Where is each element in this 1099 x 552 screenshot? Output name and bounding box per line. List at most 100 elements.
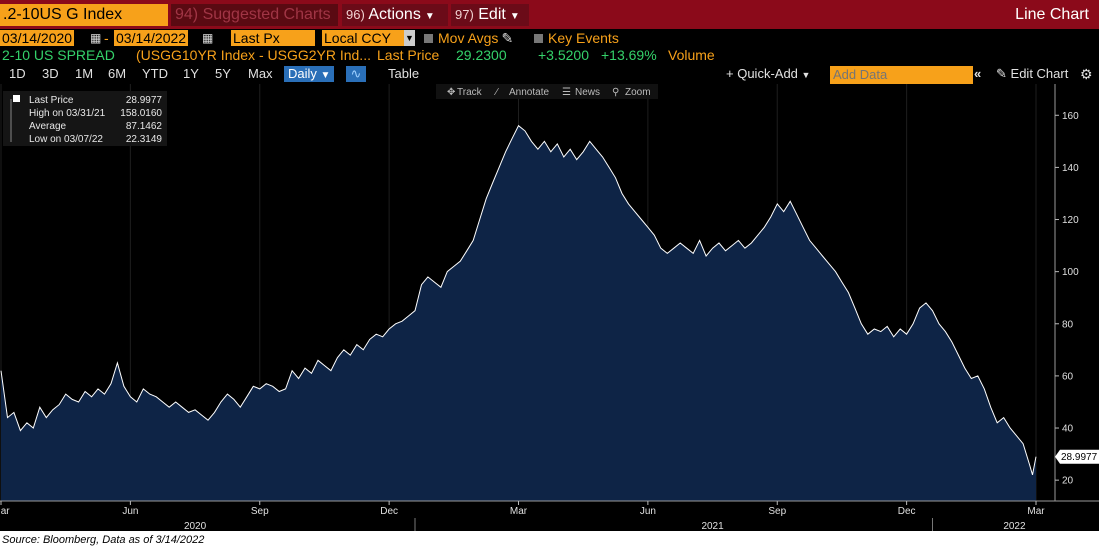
tool-annotate[interactable]: Annotate bbox=[509, 87, 549, 98]
security-description: (USGG10YR Index - USGG2YR Ind... bbox=[136, 47, 371, 63]
bloomberg-terminal-window: .2-10US G Index 94) Suggested Charts 96)… bbox=[0, 0, 1099, 531]
y-tick-label: 80 bbox=[1062, 319, 1074, 330]
zoom-icon[interactable]: ⚲ bbox=[612, 87, 619, 98]
edit-chart-button[interactable]: ✎ Edit Chart bbox=[996, 66, 1068, 82]
date-separator: - bbox=[104, 30, 109, 46]
key-events-label: Key Events bbox=[548, 30, 619, 46]
caret-down-icon: ▼ bbox=[509, 11, 520, 22]
suggested-charts-label: Suggested Charts bbox=[202, 6, 331, 23]
frequency-select[interactable]: Daily ▼ bbox=[284, 66, 335, 82]
last-value-text: 28.9977 bbox=[1061, 452, 1098, 463]
collapse-icon[interactable]: « bbox=[974, 66, 982, 81]
source-note: Source: Bloomberg, Data as of 3/14/2022 bbox=[2, 534, 205, 546]
legend-label: Low on 03/07/22 bbox=[29, 134, 103, 145]
ticker-field[interactable]: .2-10US G Index bbox=[0, 4, 168, 26]
quick-add-button[interactable]: + Quick-Add ▼ bbox=[726, 66, 810, 82]
y-axis: 20 40 60 80 100 120 140 160 bbox=[1055, 111, 1079, 487]
edit-chart-label: Edit Chart bbox=[1010, 66, 1069, 81]
x-year-label: 2020 bbox=[184, 521, 207, 531]
gear-icon[interactable]: ⚙ bbox=[1080, 66, 1093, 82]
calendar-icon[interactable]: ▦ bbox=[90, 31, 102, 45]
last-price-value: 29.2300 bbox=[456, 47, 507, 63]
y-tick-label: 40 bbox=[1062, 424, 1074, 435]
line-chart-icon[interactable]: ∿ bbox=[346, 66, 366, 82]
chevron-down-icon[interactable]: ▼ bbox=[404, 30, 415, 46]
checkbox-icon bbox=[534, 34, 543, 43]
suggested-charts-button[interactable]: 94) Suggested Charts bbox=[171, 4, 338, 26]
caret-down-icon: ▼ bbox=[320, 70, 331, 81]
actions-menu-button[interactable]: 96) Actions ▼ bbox=[342, 4, 448, 26]
period-button-1m[interactable]: 1M bbox=[75, 66, 94, 81]
table-button[interactable]: Table bbox=[388, 66, 420, 81]
legend-value: 87.1462 bbox=[126, 121, 163, 132]
caret-down-icon: ▼ bbox=[424, 11, 435, 22]
period-button-6m[interactable]: 6M bbox=[108, 66, 127, 81]
legend-swatch bbox=[13, 95, 20, 102]
last-value-tag: 28.9977 bbox=[1055, 449, 1099, 464]
currency-select[interactable]: Local CCY bbox=[322, 30, 406, 46]
pencil-icon: ✎ bbox=[996, 66, 1007, 81]
chart-type-title: Line Chart bbox=[1015, 6, 1089, 23]
line-chart[interactable]: 20 40 60 80 100 120 140 160 Mar Jun Sep Dec Mar Jun S… bbox=[0, 84, 1099, 531]
y-tick-label: 120 bbox=[1062, 215, 1079, 226]
annotate-icon[interactable]: ∕ bbox=[493, 87, 499, 98]
edit-num: 97) bbox=[455, 7, 474, 22]
news-icon[interactable]: ☰ bbox=[562, 87, 571, 98]
field-select[interactable]: Last Px bbox=[231, 30, 315, 46]
actions-label: Actions bbox=[368, 6, 421, 23]
x-tick-label: Sep bbox=[251, 506, 269, 517]
mov-avgs-label: Mov Avgs bbox=[438, 30, 499, 46]
x-tick-label: Mar bbox=[510, 506, 528, 517]
legend-label: Average bbox=[29, 121, 67, 132]
y-tick-label: 160 bbox=[1062, 111, 1079, 122]
x-tick-label: Jun bbox=[640, 506, 656, 517]
x-tick-label: Sep bbox=[768, 506, 786, 517]
controls-bar: 03/14/2020 ▦ - 03/14/2022 ▦ Last Px Loca… bbox=[0, 29, 1099, 47]
x-year-label: 2021 bbox=[701, 521, 724, 531]
series-line bbox=[0, 124, 1037, 476]
y-tick-label: 140 bbox=[1062, 163, 1079, 174]
mov-avgs-toggle[interactable]: Mov Avgs ✎ bbox=[424, 30, 513, 46]
checkbox-icon bbox=[424, 34, 433, 43]
key-events-toggle[interactable]: Key Events bbox=[534, 30, 619, 46]
x-tick-label: Mar bbox=[0, 506, 10, 517]
x-tick-label: Jun bbox=[122, 506, 138, 517]
x-axis: Mar Jun Sep Dec Mar Jun Sep Dec Mar 2020 2021 2022 bbox=[0, 501, 1045, 531]
tool-zoom[interactable]: Zoom bbox=[625, 87, 651, 98]
legend-value: 22.3149 bbox=[126, 134, 163, 145]
tool-news[interactable]: News bbox=[575, 87, 600, 98]
price-change-pct: +13.69% bbox=[601, 47, 657, 63]
actions-num: 96) bbox=[346, 7, 365, 22]
chart-legend: Last Price 28.9977 High on 03/31/21 158.… bbox=[3, 91, 167, 146]
chart-tools-bar: ✥ Track ∕ Annotate ☰ News ⚲ Zoom bbox=[436, 84, 658, 99]
x-tick-label: Mar bbox=[1027, 506, 1045, 517]
period-button-1d[interactable]: 1D bbox=[9, 66, 26, 81]
pencil-icon[interactable]: ✎ bbox=[501, 30, 514, 46]
security-name: 2-10 US SPREAD bbox=[2, 47, 115, 63]
track-icon[interactable]: ✥ bbox=[447, 87, 455, 98]
x-tick-label: Dec bbox=[898, 506, 916, 517]
edit-menu-button[interactable]: 97) Edit ▼ bbox=[451, 4, 529, 26]
add-data-input[interactable] bbox=[830, 66, 973, 84]
calendar-icon[interactable]: ▦ bbox=[202, 31, 214, 45]
y-tick-label: 20 bbox=[1062, 476, 1074, 487]
quick-add-label: Quick-Add bbox=[737, 66, 798, 81]
security-info-bar: 2-10 US SPREAD (USGG10YR Index - USGG2YR… bbox=[0, 47, 1099, 64]
series-area-fill bbox=[1, 125, 1036, 501]
y-tick-label: 60 bbox=[1062, 371, 1074, 382]
header-bar: .2-10US G Index 94) Suggested Charts 96)… bbox=[0, 0, 1099, 29]
tool-track[interactable]: Track bbox=[457, 87, 483, 98]
period-button-5y[interactable]: 5Y bbox=[215, 66, 231, 81]
start-date-input[interactable]: 03/14/2020 bbox=[0, 30, 75, 46]
period-button-1y[interactable]: 1Y bbox=[183, 66, 199, 81]
period-button-ytd[interactable]: YTD bbox=[142, 66, 168, 81]
period-button-max[interactable]: Max bbox=[248, 66, 273, 81]
volume-label: Volume bbox=[668, 47, 715, 63]
frequency-label: Daily bbox=[288, 66, 317, 81]
x-tick-label: Dec bbox=[380, 506, 398, 517]
end-date-input[interactable]: 03/14/2022 bbox=[114, 30, 189, 46]
period-button-3d[interactable]: 3D bbox=[42, 66, 59, 81]
price-change: +3.5200 bbox=[538, 47, 589, 63]
suggested-charts-num: 94) bbox=[175, 6, 199, 23]
caret-down-icon: ▼ bbox=[801, 70, 811, 80]
